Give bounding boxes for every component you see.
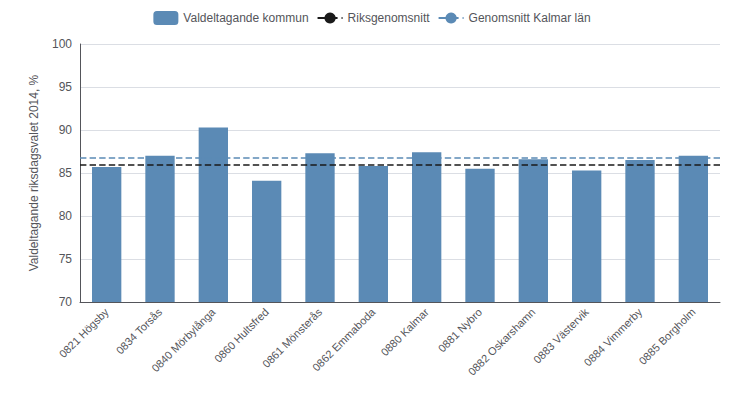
svg-text:0880 Kalmar: 0880 Kalmar	[378, 306, 431, 359]
svg-text:85: 85	[59, 166, 73, 180]
svg-text:0881 Nybro: 0881 Nybro	[436, 306, 485, 355]
svg-text:0884 Vimmerby: 0884 Vimmerby	[581, 305, 644, 368]
svg-text:0821 Högsby: 0821 Högsby	[57, 305, 112, 360]
svg-text:95: 95	[59, 80, 73, 94]
svg-text:Riksgenomsnitt: Riksgenomsnitt	[348, 11, 431, 25]
svg-text:0860 Hultsfred: 0860 Hultsfred	[212, 306, 271, 365]
svg-text:0861 Mönsterås: 0861 Mönsterås	[260, 305, 325, 370]
svg-text:0882 Oskarshamn: 0882 Oskarshamn	[466, 306, 538, 378]
svg-text:0834 Torsås: 0834 Torsås	[114, 305, 165, 356]
svg-text:0840 Mörbylånga: 0840 Mörbylånga	[149, 305, 218, 374]
svg-text:0885 Borgholm: 0885 Borgholm	[636, 306, 697, 367]
svg-text:Genomsnitt Kalmar län: Genomsnitt Kalmar län	[469, 11, 591, 25]
svg-text:0883 Västervik: 0883 Västervik	[531, 305, 591, 365]
svg-text:75: 75	[59, 252, 73, 266]
svg-text:Valdeltagande riksdagsvalet 20: Valdeltagande riksdagsvalet 2014, %	[27, 74, 41, 271]
svg-text:Valdeltagande kommun: Valdeltagande kommun	[183, 11, 308, 25]
svg-text:0862 Emmaboda: 0862 Emmaboda	[310, 305, 378, 373]
svg-text:100: 100	[52, 37, 72, 51]
svg-text:70: 70	[59, 295, 73, 309]
svg-text:90: 90	[59, 123, 73, 137]
svg-text:80: 80	[59, 209, 73, 223]
